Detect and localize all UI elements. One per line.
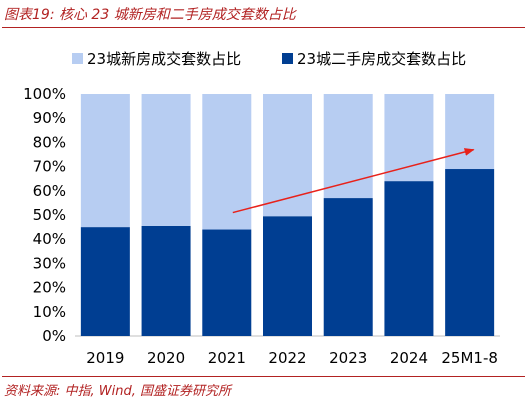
y-tick-label: 90% [33,109,66,127]
y-tick-label: 60% [33,182,66,200]
bar-second-hand-25M1-8 [445,169,495,336]
bar-new-home-2020 [141,94,191,226]
y-tick-label: 40% [33,230,66,248]
x-tick-label: 2019 [86,349,124,367]
x-axis: 2019 2020 2021 2022 2023 2024 25M1-8 [75,335,500,367]
bar-second-hand-2021 [202,229,252,336]
y-tick-label: 0% [42,327,66,345]
y-tick-label: 10% [33,303,66,321]
bar-new-home-2022 [263,94,312,217]
bar-second-hand-2020 [141,225,191,336]
legend-label: 23城新房成交套数占比 [87,50,241,68]
x-tick-label: 2023 [329,349,367,367]
x-tick-label: 2024 [390,349,428,367]
trend-arrow-line [232,148,475,214]
bar-new-home-25M1-8 [445,94,495,170]
y-tick-label: 50% [33,206,66,224]
x-tick-label: 2022 [268,349,306,367]
bar-second-hand-2022 [263,216,312,336]
bar-new-home-2024 [384,94,434,182]
bar-new-home-2021 [202,94,252,230]
title-divider [2,27,525,28]
y-tick-label: 20% [33,279,66,297]
legend-label: 23城二手房成交套数占比 [297,50,466,68]
x-tick-label: 2020 [147,349,185,367]
legend-swatch [72,53,83,64]
bar-new-home-2023 [323,94,373,199]
source-note: 资料来源: 中指, Wind, 国盛证券研究所 [4,384,231,399]
y-tick-label: 30% [33,254,66,272]
legend-swatch [282,53,293,64]
y-tick-label: 80% [33,133,66,151]
source-divider [2,376,525,377]
bar-second-hand-2024 [384,181,434,336]
bar-second-hand-2023 [323,198,373,336]
x-tick-label: 25M1-8 [441,349,498,367]
figure-title: 图表19: 核心 23 城新房和二手房成交套数占比 [4,7,296,23]
y-tick-label: 100% [23,85,66,103]
bar-new-home-2019 [80,94,130,228]
bars [80,94,495,336]
bar-second-hand-2019 [80,227,130,336]
y-axis: 0% 10% 20% 30% 40% 50% 60% 70% 80% 90% 100% [23,85,66,345]
legend: 23城新房成交套数占比 23城二手房成交套数占比 [72,50,466,68]
y-tick-label: 70% [33,158,66,176]
x-tick-label: 2021 [208,349,246,367]
trend-arrow [232,148,475,214]
